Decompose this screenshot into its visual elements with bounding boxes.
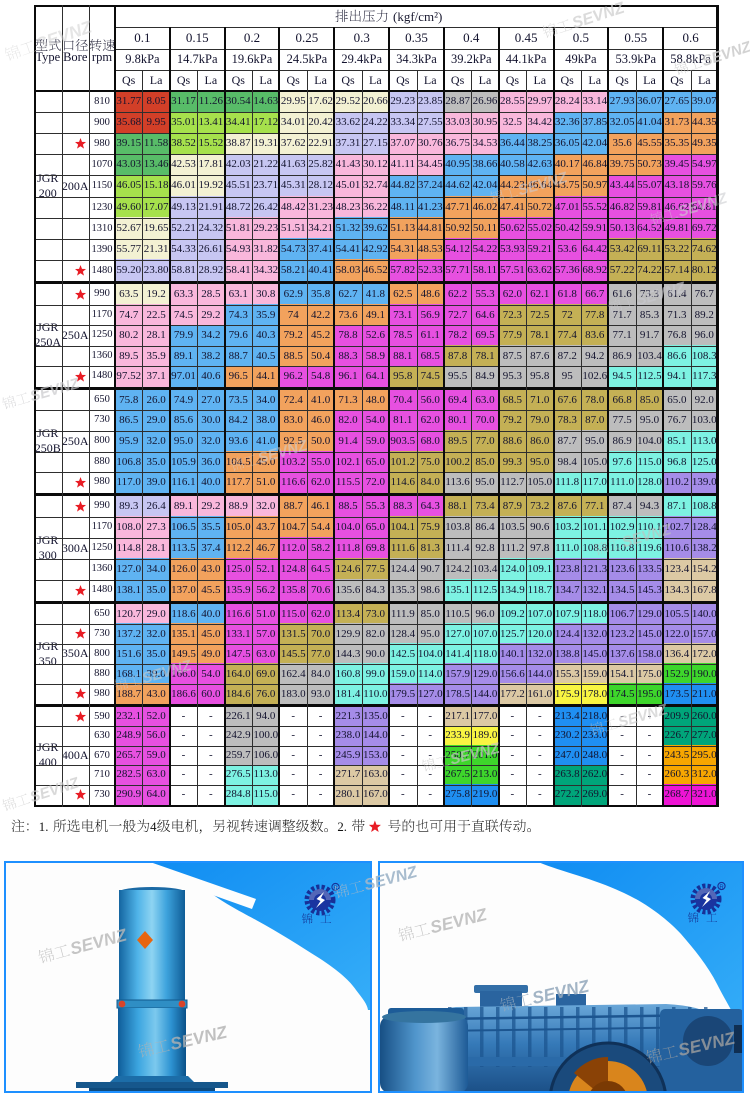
svg-text:2.: 2. <box>337 820 347 834</box>
svg-text:R: R <box>719 885 724 891</box>
svg-text:SEVNZ: SEVNZ <box>28 375 82 405</box>
svg-text:4: 4 <box>150 820 157 834</box>
svg-text:1.: 1. <box>39 820 49 834</box>
svg-text:R: R <box>333 886 338 892</box>
svg-text:(kgf/cm²): (kgf/cm²) <box>393 9 442 24</box>
svg-text:SEVNZ: SEVNZ <box>33 16 95 54</box>
